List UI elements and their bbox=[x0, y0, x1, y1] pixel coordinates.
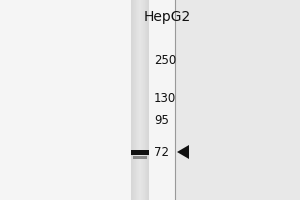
Bar bbox=[137, 0, 138, 200]
Text: 250: 250 bbox=[154, 53, 176, 66]
Bar bbox=[134, 0, 135, 200]
Bar bbox=[141, 0, 142, 200]
Bar bbox=[145, 0, 146, 200]
Text: 95: 95 bbox=[154, 114, 169, 127]
Bar bbox=[146, 0, 147, 200]
Bar bbox=[148, 0, 149, 200]
Bar bbox=[139, 0, 140, 200]
Bar bbox=[0, 0, 175, 200]
Bar bbox=[133, 156, 147, 158]
Bar bbox=[144, 0, 145, 200]
Bar bbox=[147, 0, 148, 200]
Bar bbox=[133, 0, 134, 200]
Text: HepG2: HepG2 bbox=[144, 10, 191, 24]
Text: 72: 72 bbox=[154, 146, 169, 158]
Bar bbox=[143, 0, 144, 200]
Bar bbox=[140, 0, 141, 200]
Bar bbox=[136, 0, 137, 200]
Bar bbox=[131, 150, 149, 154]
Bar bbox=[131, 0, 132, 200]
Polygon shape bbox=[177, 145, 189, 159]
Bar bbox=[175, 0, 300, 200]
Bar bbox=[142, 0, 143, 200]
Bar bbox=[132, 0, 133, 200]
Bar bbox=[138, 0, 139, 200]
Bar bbox=[135, 0, 136, 200]
Text: 130: 130 bbox=[154, 92, 176, 104]
